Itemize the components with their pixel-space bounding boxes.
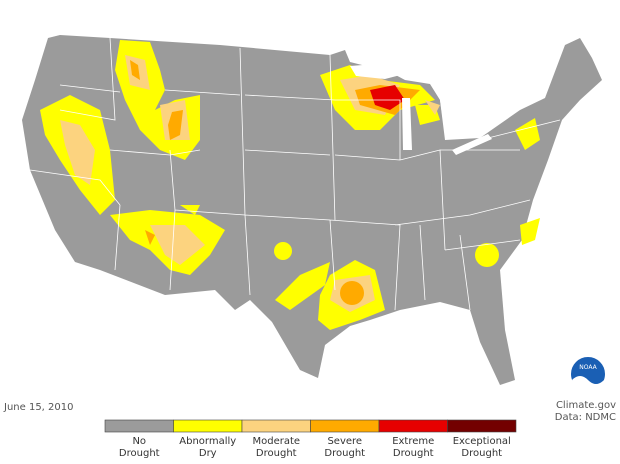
legend-label: Drought [256,448,297,459]
logo-wave [572,376,604,392]
drought-area [475,243,499,267]
legend-label: Drought [393,448,434,459]
legend-label: No [132,436,146,447]
legend-label: Abnormally [179,436,236,447]
state-borders [29,37,561,311]
drought-area [340,281,364,305]
legend-swatch [241,419,311,433]
legend-swatch [378,419,448,433]
legend-label: Drought [461,448,502,459]
logo-text: NOAA [579,364,597,371]
legend-label: Exceptional [453,436,511,447]
great-lakes [350,62,492,155]
legend-swatch [173,419,243,433]
us-land [22,35,602,385]
legend-label: Severe [327,436,362,447]
legend-swatch [310,419,380,433]
legend-swatch [104,419,174,433]
legend-swatch [447,419,517,433]
legend: NoDroughtAbnormallyDryModerateDroughtSev… [104,419,517,459]
drought-area [370,85,405,110]
legend-label: Moderate [252,436,300,447]
drought-area [274,242,292,260]
legend-label: Extreme [392,436,434,447]
legend-label: Dry [199,448,217,459]
date: June 15, 2010 [3,402,74,413]
us-map [22,35,602,385]
legend-label: Drought [119,448,160,459]
source: Data: NDMC [555,412,616,423]
noaa-logo: NOAA [569,355,607,393]
credit: Climate.gov [556,400,616,411]
legend-label: Drought [324,448,365,459]
